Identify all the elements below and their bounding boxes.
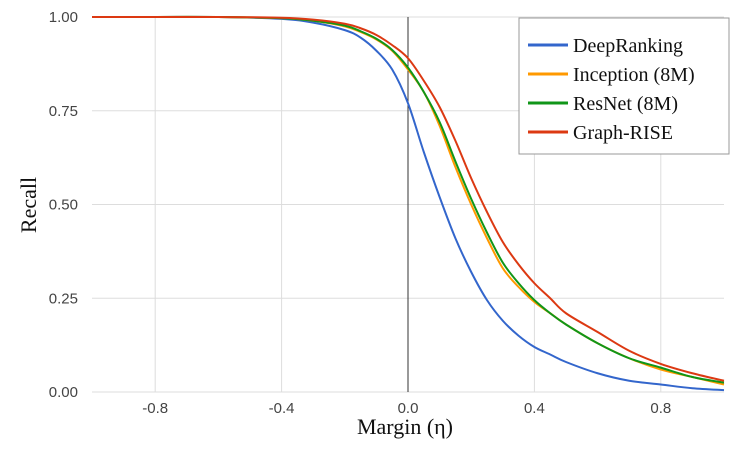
legend: DeepRanking Inception (8M) ResNet (8M) Grap… (518, 17, 730, 155)
x-tick-label: 0.8 (650, 400, 671, 417)
x-tick-label: -0.8 (142, 400, 168, 417)
y-tick-label: 0.50 (49, 197, 78, 214)
x-axis-title: Margin (η) (357, 414, 453, 439)
series-layer (92, 15, 725, 392)
legend-label: ResNet (8M) (573, 93, 678, 115)
y-tick-label: 1.00 (49, 9, 78, 26)
y-tick-labels: 0.00 0.25 0.50 0.75 1.00 (49, 9, 78, 401)
series-line-deepranking (92, 15, 725, 392)
x-tick-label: 0.4 (524, 400, 545, 417)
series-line-graph-rise (92, 15, 725, 382)
x-tick-label: 0.0 (398, 400, 419, 417)
legend-label: DeepRanking (573, 35, 683, 57)
x-tick-labels: -0.8 -0.4 0.0 0.4 0.8 (142, 400, 671, 417)
y-axis-title: Recall (16, 177, 41, 233)
legend-items: DeepRanking Inception (8M) ResNet (8M) Grap… (528, 35, 695, 144)
x-tick-label: -0.4 (269, 400, 295, 417)
y-tick-label: 0.25 (49, 290, 78, 307)
legend-label: Graph-RISE (573, 122, 673, 144)
y-tick-label: 0.00 (49, 384, 78, 401)
y-tick-label: 0.75 (49, 103, 78, 120)
series-line-resnet-8m (92, 15, 725, 384)
legend-label: Inception (8M) (573, 64, 695, 86)
